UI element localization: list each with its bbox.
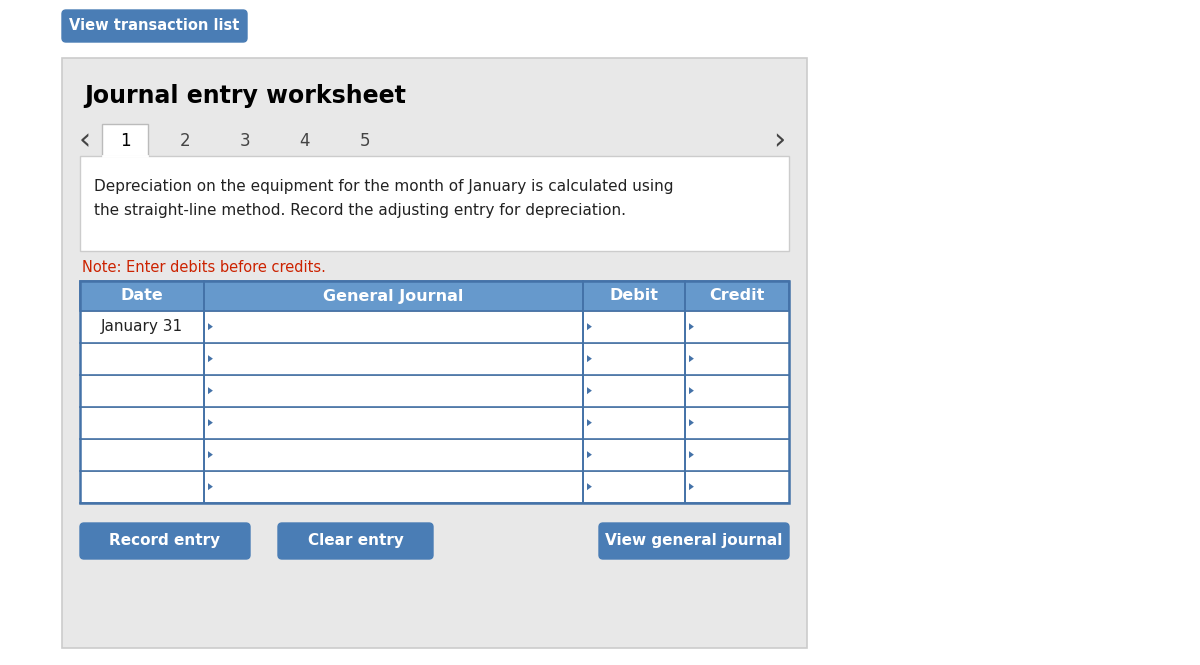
FancyBboxPatch shape xyxy=(80,523,250,559)
Text: Date: Date xyxy=(121,289,163,303)
Bar xyxy=(685,471,790,503)
FancyBboxPatch shape xyxy=(278,523,433,559)
Bar xyxy=(80,156,790,251)
Bar xyxy=(204,281,583,311)
Polygon shape xyxy=(208,387,212,394)
Bar xyxy=(80,407,204,439)
Text: General Journal: General Journal xyxy=(323,289,463,303)
Bar xyxy=(80,281,790,503)
Text: 1: 1 xyxy=(120,132,131,150)
Bar xyxy=(80,375,204,407)
Bar xyxy=(80,471,204,503)
Bar xyxy=(685,407,790,439)
Bar xyxy=(80,281,204,311)
Polygon shape xyxy=(689,451,694,458)
Text: 5: 5 xyxy=(360,132,371,150)
Bar xyxy=(204,375,583,407)
Bar xyxy=(685,343,790,375)
Text: ›: › xyxy=(773,126,785,156)
Text: Note: Enter debits before credits.: Note: Enter debits before credits. xyxy=(82,259,326,275)
Polygon shape xyxy=(208,323,212,330)
Bar xyxy=(583,471,685,503)
Bar xyxy=(583,407,685,439)
Polygon shape xyxy=(587,451,592,458)
Bar xyxy=(102,124,148,156)
Bar xyxy=(583,439,685,471)
Text: Credit: Credit xyxy=(709,289,764,303)
Polygon shape xyxy=(208,451,212,458)
Polygon shape xyxy=(208,355,212,362)
Text: Clear entry: Clear entry xyxy=(307,533,403,549)
Bar xyxy=(80,311,204,343)
Polygon shape xyxy=(689,387,694,394)
FancyBboxPatch shape xyxy=(62,10,247,42)
Text: View general journal: View general journal xyxy=(605,533,782,549)
Bar xyxy=(685,281,790,311)
Polygon shape xyxy=(689,355,694,362)
Text: Journal entry worksheet: Journal entry worksheet xyxy=(84,84,406,108)
Polygon shape xyxy=(689,419,694,426)
Bar xyxy=(80,343,204,375)
Polygon shape xyxy=(587,387,592,394)
Bar xyxy=(685,311,790,343)
Bar xyxy=(80,439,204,471)
Bar xyxy=(204,439,583,471)
Bar xyxy=(62,58,808,648)
Text: January 31: January 31 xyxy=(101,319,184,334)
Text: the straight-line method. Record the adjusting entry for depreciation.: the straight-line method. Record the adj… xyxy=(94,203,626,219)
Polygon shape xyxy=(689,483,694,490)
Bar xyxy=(583,311,685,343)
Text: Depreciation on the equipment for the month of January is calculated using: Depreciation on the equipment for the mo… xyxy=(94,178,673,194)
Bar xyxy=(583,375,685,407)
Text: 4: 4 xyxy=(300,132,311,150)
Polygon shape xyxy=(208,483,212,490)
Text: 2: 2 xyxy=(180,132,191,150)
Polygon shape xyxy=(587,355,592,362)
Polygon shape xyxy=(689,323,694,330)
Bar xyxy=(583,343,685,375)
Polygon shape xyxy=(587,483,592,490)
Text: Record entry: Record entry xyxy=(109,533,221,549)
Text: Debit: Debit xyxy=(610,289,659,303)
Bar xyxy=(204,471,583,503)
Bar xyxy=(685,375,790,407)
Polygon shape xyxy=(587,323,592,330)
Text: ‹: ‹ xyxy=(79,126,91,156)
Polygon shape xyxy=(208,419,212,426)
Text: 3: 3 xyxy=(240,132,251,150)
Text: View transaction list: View transaction list xyxy=(70,19,240,33)
Polygon shape xyxy=(587,419,592,426)
Bar xyxy=(685,439,790,471)
FancyBboxPatch shape xyxy=(599,523,790,559)
Bar xyxy=(204,407,583,439)
Bar xyxy=(583,281,685,311)
Bar xyxy=(204,311,583,343)
Bar xyxy=(204,343,583,375)
